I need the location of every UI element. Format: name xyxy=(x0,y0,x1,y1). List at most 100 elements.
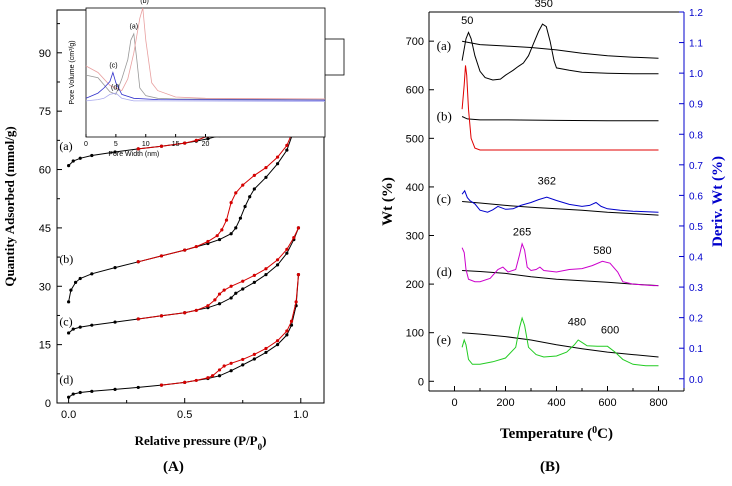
series-point-a xyxy=(275,339,280,343)
series-point-a xyxy=(67,164,71,168)
series-point-a xyxy=(229,369,233,373)
y2-tick-label-b: 0.7 xyxy=(689,161,703,172)
panel-a-label: (A) xyxy=(163,459,184,475)
series-point-a xyxy=(264,267,268,271)
peak-annotation-b: 600 xyxy=(601,325,619,337)
series-point-a xyxy=(78,156,82,160)
series-point-a xyxy=(252,187,256,191)
series-point-a xyxy=(136,317,140,321)
inset-curve-label: (c) xyxy=(109,62,117,69)
y2-tick-label-b: 0.6 xyxy=(689,191,703,202)
series-line-b xyxy=(461,65,659,151)
inset-y-axis-label: Pore Volume (cm³/g) xyxy=(69,40,76,104)
series-point-a xyxy=(275,263,280,267)
x-tick-label-a: 0.5 xyxy=(177,409,192,421)
series-point-a xyxy=(90,153,94,158)
x-tick-label-a: 0.0 xyxy=(61,409,76,421)
inset-x-tick-label: 15 xyxy=(172,141,180,148)
series-point-a xyxy=(73,280,78,284)
series-line-a xyxy=(68,112,299,302)
series-point-a xyxy=(248,195,252,199)
series-point-a xyxy=(222,288,226,292)
inset-series-line xyxy=(85,32,326,100)
x-axis-label-b: Temperature (0C) xyxy=(500,425,613,443)
peak-annotation-b: 480 xyxy=(568,316,586,328)
x-axis-label-a: Relative pressure (P/P0) xyxy=(135,433,267,452)
y2-tick-label-b: 0.2 xyxy=(689,314,703,325)
curve-label-b: (b) xyxy=(437,108,452,123)
series-point-a xyxy=(113,387,117,391)
series-point-a xyxy=(234,226,238,230)
series-point-a xyxy=(183,248,187,252)
series-point-a xyxy=(217,374,222,378)
panel-b-tga-chart: 0 200 400 600 800 0 100 200 300 400 500 600 700 0.0 0.… xyxy=(380,0,726,442)
series-point-a xyxy=(210,374,215,378)
series-point-a xyxy=(275,162,280,166)
series-point-a xyxy=(194,308,198,312)
series-point-a xyxy=(194,244,198,249)
series-point-a xyxy=(252,273,256,277)
series-point-a xyxy=(224,218,229,222)
y2-tick-label-b: 0.3 xyxy=(689,283,703,294)
inset-series-line xyxy=(85,7,326,100)
series-line-b xyxy=(461,116,659,122)
series-point-a xyxy=(217,302,222,306)
series-point-a xyxy=(183,311,187,315)
inset-x-tick-label: 20 xyxy=(202,141,210,148)
y-tick-label-b: 500 xyxy=(406,133,424,145)
series-point-a xyxy=(206,304,210,308)
inset-x-axis-label: Pore Width (nm) xyxy=(108,151,159,158)
series-line-b xyxy=(461,242,659,287)
series-line-a xyxy=(68,227,299,334)
y2-axis-label-b: Deriv. Wt (%) xyxy=(710,156,726,247)
series-point-a xyxy=(296,226,301,230)
curve-label-a: (b) xyxy=(59,252,73,266)
series-point-a xyxy=(215,234,219,238)
series-point-a xyxy=(229,232,233,236)
series-point-a xyxy=(264,272,268,277)
inset-curve-label: (b) xyxy=(140,0,149,5)
series-point-a xyxy=(241,287,245,291)
series-point-a xyxy=(220,228,224,232)
y-tick-label-b: 600 xyxy=(406,85,424,97)
series-point-a xyxy=(71,159,75,163)
x-tick-label-a: 1.0 xyxy=(293,409,308,421)
series-line-a xyxy=(138,227,299,320)
series-point-a xyxy=(159,144,164,148)
y2-tick-label-b: 1.2 xyxy=(689,8,703,19)
inset-frame xyxy=(85,7,326,138)
curve-label-a: (c) xyxy=(59,314,72,328)
series-point-a xyxy=(90,272,94,276)
series-line-b xyxy=(461,189,659,213)
series-point-a xyxy=(243,204,247,209)
y-tick-label-a: 30 xyxy=(39,281,51,293)
series-point-a xyxy=(206,376,210,380)
y-tick-label-a: 45 xyxy=(39,223,51,235)
y2-tick-label-b: 1.1 xyxy=(689,39,703,50)
series-point-a xyxy=(234,191,238,195)
y2-tick-label-b: 0.9 xyxy=(689,100,703,111)
series-point-a xyxy=(159,383,164,387)
x-tick-label-b: 400 xyxy=(547,397,565,409)
peak-annotation-b: 580 xyxy=(593,245,611,257)
y-tick-label-b: 300 xyxy=(406,231,424,243)
series-point-a xyxy=(241,279,245,283)
series-point-a xyxy=(90,323,94,327)
series-point-a xyxy=(71,327,75,331)
y-axis-label-b: Wt (%) xyxy=(380,177,396,226)
series-point-a xyxy=(285,251,289,255)
series-line-a xyxy=(68,274,299,398)
y-tick-label-b: 100 xyxy=(406,328,424,340)
curve-label-b: (d) xyxy=(437,264,452,279)
series-point-a xyxy=(67,300,71,304)
series-point-a xyxy=(113,150,117,154)
y-tick-label-b: 200 xyxy=(406,279,424,291)
series-point-a xyxy=(78,325,82,329)
y-tick-label-a: 15 xyxy=(39,340,51,352)
series-line-b xyxy=(462,270,659,287)
series-point-a xyxy=(296,272,301,277)
series-point-a xyxy=(206,239,210,244)
series-point-a xyxy=(194,378,198,383)
series-point-a xyxy=(238,216,243,220)
